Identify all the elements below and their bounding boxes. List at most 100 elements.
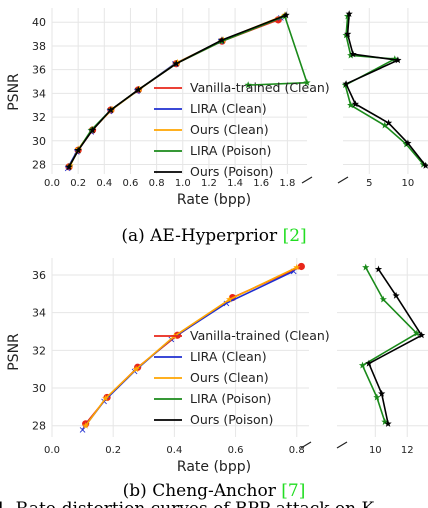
y-tick-label: 34	[32, 87, 46, 100]
series-lira-poison-point	[358, 361, 367, 369]
series-ours-clean-point	[226, 295, 233, 303]
x-tick-label: 0.0	[44, 178, 60, 189]
series-lira-poison-point	[419, 160, 427, 168]
series-lira-clean-point: ×	[78, 425, 86, 436]
x-tick-label: 0.8	[149, 178, 165, 189]
y-tick-label: 38	[32, 40, 46, 53]
series-lira-clean-point: ×	[222, 299, 230, 310]
series-ours-poison-point	[134, 86, 142, 93]
series-ours-poison-point	[385, 119, 393, 127]
caption-a-ref[interactable]: [2]	[283, 226, 307, 246]
series-lira-poison-point	[391, 55, 399, 63]
series-lira-clean-point: ×	[167, 335, 175, 346]
y-tick-label: 28	[32, 159, 46, 172]
series-ours-clean-line	[85, 266, 298, 427]
series-ours-poison-line	[345, 13, 427, 167]
bottom-caption-fragment: 4. Rate-distortion curves of BPP attack …	[0, 499, 375, 508]
axis-break-mark	[337, 176, 349, 184]
series-lira-poison-point	[244, 81, 252, 89]
series-ours-poison-point	[374, 265, 383, 273]
x-tick-label: 0.2	[70, 178, 86, 189]
series-ours-poison-point	[392, 291, 400, 299]
series-lira-poison-point	[381, 121, 389, 129]
series-lira-clean-point: ×	[130, 367, 138, 378]
legend-label: Ours (Poison)	[190, 164, 273, 179]
series-lira-poison-point	[413, 329, 421, 337]
series-ours-poison-point	[172, 59, 180, 67]
x-tick-label: 1.8	[279, 178, 295, 189]
series-ours-poison-point	[378, 389, 386, 397]
x-tick-label: 0.8	[289, 445, 305, 456]
chart-b-left-panel: 28 30 32 34 36 0.0 0.2 0.4 0.6 0.8 × × × × × ×	[32, 258, 348, 456]
series-ours-poison-point	[282, 11, 290, 19]
y-tick-label: 34	[32, 307, 46, 320]
y-tick-label: 32	[32, 111, 46, 124]
series-ours-poison-line	[68, 14, 287, 168]
legend-label: Vanilla-trained (Clean)	[190, 328, 330, 343]
x-tick-label: 12	[401, 445, 414, 456]
x-tick-label: 1.4	[227, 178, 243, 189]
series-ours-poison-point	[344, 30, 352, 38]
series-ours-poison-point	[65, 163, 73, 170]
series-lira-poison-point	[303, 78, 311, 86]
y-tick-label: 40	[32, 16, 46, 29]
series-ours-poison-point	[418, 331, 426, 339]
series-ours-poison-point	[404, 139, 412, 147]
x-tick-label: 0.0	[44, 445, 60, 456]
x-tick-label: 0.4	[96, 178, 112, 189]
chart-b-legend: Vanilla-trained (Clean) LIRA (Clean) Ours …	[154, 328, 330, 427]
x-tick-label: 0.6	[123, 178, 139, 189]
chart-a-right-panel: 5 10	[341, 8, 428, 189]
series-ours-clean-point	[82, 422, 90, 429]
legend-label: LIRA (Clean)	[190, 101, 267, 116]
legend-label: Ours (Clean)	[190, 122, 269, 137]
series-ours-poison-point	[351, 100, 359, 108]
y-tick-label: 36	[32, 269, 46, 282]
series-ours-poison-point	[384, 420, 392, 427]
series-ours-poison-point	[107, 106, 115, 113]
x-tick-label: 0.6	[228, 445, 244, 456]
legend-label: LIRA (Poison)	[190, 391, 271, 406]
legend-label: Ours (Poison)	[190, 412, 273, 427]
y-tick-label: 30	[32, 382, 46, 395]
x-tick-label: 1.6	[253, 178, 269, 189]
series-ours-poison-point	[218, 36, 226, 44]
y-tick-label: 30	[32, 135, 46, 148]
series-lira-poison-line	[344, 16, 425, 166]
series-ours-poison-point	[394, 56, 402, 64]
series-lira-clean-point: ×	[100, 397, 108, 408]
chart-b-right-panel: 10 12	[337, 258, 428, 456]
chart-a-xlabel: Rate (bpp)	[177, 192, 251, 208]
chart-b: 28 30 32 34 36 0.0 0.2 0.4 0.6 0.8 × × × × × × 10 12 PSN…	[6, 258, 428, 475]
legend-label: Vanilla-trained (Clean)	[190, 80, 330, 95]
series-ours-clean-point	[132, 365, 140, 373]
series-ours-poison-point	[345, 10, 353, 17]
x-tick-label: 10	[369, 445, 382, 456]
legend-label: Ours (Clean)	[190, 370, 269, 385]
legend-label: LIRA (Clean)	[190, 349, 267, 364]
chart-b-xlabel: Rate (bpp)	[177, 459, 251, 475]
x-tick-label: 10	[402, 178, 415, 189]
series-ours-poison-point	[365, 359, 373, 367]
caption-b: (b) Cheng-Anchor [7]	[123, 481, 306, 501]
y-tick-label: 28	[32, 420, 46, 433]
chart-a-legend: Vanilla-trained (Clean) LIRA (Clean) Ours …	[154, 80, 330, 179]
series-lira-poison-line	[361, 267, 419, 423]
axis-break-mark	[336, 441, 348, 449]
series-ours-poison-point	[74, 146, 82, 154]
series-lira-poison-point	[347, 101, 355, 109]
series-lira-poison-point	[381, 418, 389, 425]
caption-b-ref[interactable]: [7]	[281, 481, 305, 501]
series-lira-clean-point: ×	[290, 267, 298, 278]
series-ours-poison-point	[349, 50, 357, 58]
series-lira-poison-point	[362, 263, 370, 271]
x-tick-label: 0.2	[105, 445, 121, 456]
series-ours-poison-point	[342, 80, 350, 87]
x-tick-label: 0.4	[166, 445, 182, 456]
series-ours-clean-point	[102, 394, 109, 402]
chart-a: 28 30 32 34 36 38 40 0.0 0.2 0.4 0.6 0.8 1.0 1.2 1.4 1.…	[6, 8, 428, 208]
chart-a-ylabel: PSNR	[6, 73, 22, 111]
series-lira-poison-point	[373, 393, 381, 401]
series-ours-poison-point	[422, 161, 428, 169]
legend-label: LIRA (Poison)	[190, 143, 271, 158]
